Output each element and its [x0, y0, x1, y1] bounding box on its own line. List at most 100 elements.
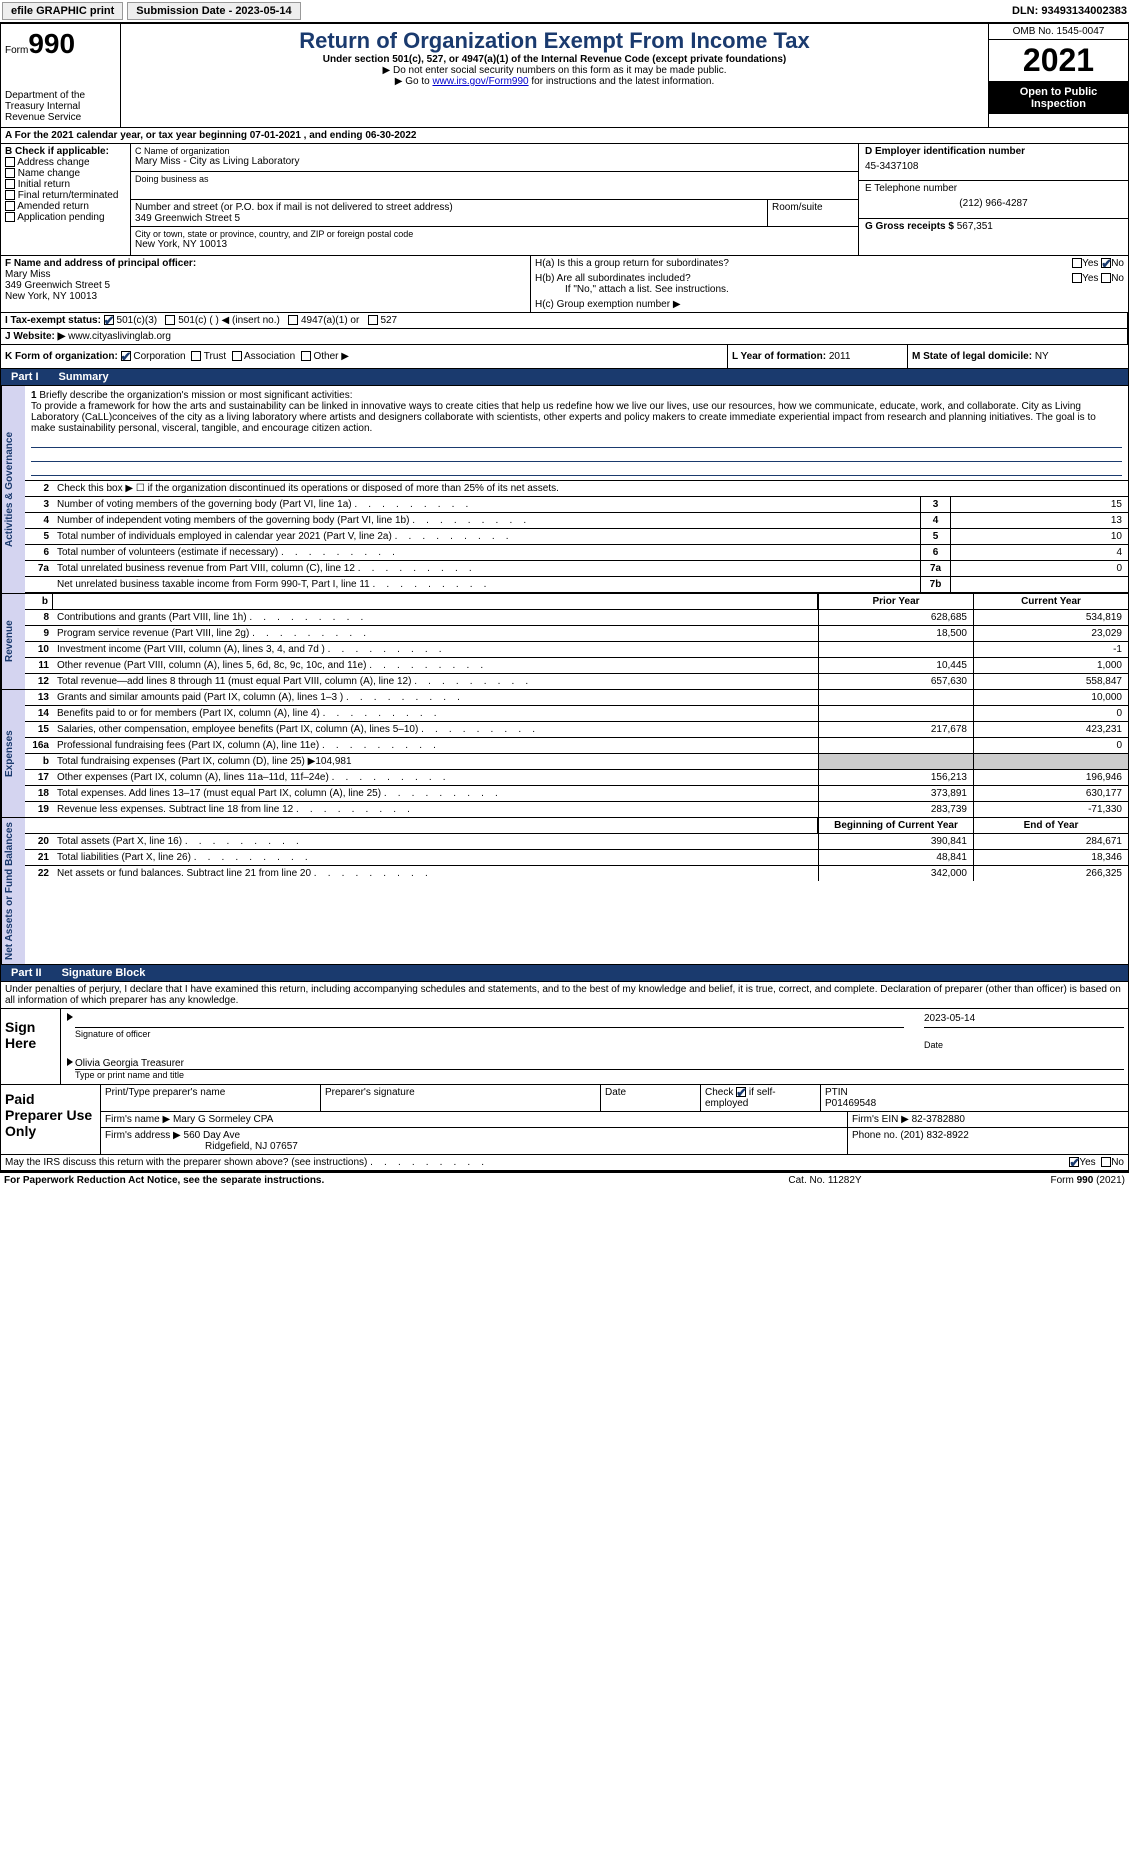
- col-b: B Check if applicable: Address change Na…: [1, 144, 131, 255]
- part1-no: Part I: [1, 369, 49, 385]
- city-cell: City or town, state or province, country…: [131, 227, 858, 255]
- ssn-warning: ▶ Do not enter social security numbers o…: [125, 65, 984, 76]
- expense-row: 13Grants and similar amounts paid (Part …: [25, 690, 1128, 706]
- sign-here-label: Sign Here: [1, 1009, 61, 1084]
- row-k: K Form of organization: Corporation Trus…: [0, 345, 1129, 369]
- revenue-section: Revenue b Prior Year Current Year 8Contr…: [0, 594, 1129, 690]
- expense-row: 19Revenue less expenses. Subtract line 1…: [25, 802, 1128, 817]
- firm-addr1: 560 Day Ave: [184, 1130, 241, 1141]
- efile-print-btn[interactable]: efile GRAPHIC print: [2, 2, 123, 20]
- firm-name: Mary G Sormeley CPA: [173, 1114, 273, 1125]
- tax-year: 2021: [989, 40, 1128, 82]
- expense-row: 18Total expenses. Add lines 13–17 (must …: [25, 786, 1128, 802]
- officer-addr1: 349 Greenwich Street 5: [5, 280, 526, 291]
- chk-527[interactable]: [368, 315, 378, 325]
- ha-yes[interactable]: [1072, 258, 1082, 268]
- form-header-right: OMB No. 1545-0047 2021 Open to Public In…: [988, 24, 1128, 127]
- gross-receipts: 567,351: [957, 221, 993, 232]
- row-i: I Tax-exempt status: 501(c)(3) 501(c) ( …: [0, 313, 1129, 329]
- inspection-label: Open to Public Inspection: [989, 82, 1128, 114]
- summary-governance: Activities & Governance 1 Briefly descri…: [0, 386, 1129, 594]
- footer: For Paperwork Reduction Act Notice, see …: [0, 1171, 1129, 1188]
- expense-row: 14Benefits paid to or for members (Part …: [25, 706, 1128, 722]
- chk-trust[interactable]: [191, 351, 201, 361]
- col-c: C Name of organization Mary Miss - City …: [131, 144, 858, 255]
- discuss-yes[interactable]: [1069, 1157, 1079, 1167]
- pp-addr-row: Firm's address ▶ 560 Day Ave Ridgefield,…: [101, 1128, 1128, 1154]
- part2-no: Part II: [1, 965, 52, 981]
- form-number: 990: [28, 28, 75, 59]
- officer-addr2: New York, NY 10013: [5, 291, 526, 302]
- top-bar: efile GRAPHIC print Submission Date - 20…: [0, 0, 1129, 23]
- lower-header: F Name and address of principal officer:…: [0, 256, 1129, 313]
- form-header-left: Form990 Department of the Treasury Inter…: [1, 24, 121, 127]
- hb-no[interactable]: [1101, 273, 1111, 283]
- paid-preparer-block: Paid Preparer Use Only Print/Type prepar…: [0, 1085, 1129, 1155]
- officer-typed-name: Olivia Georgia Treasurer: [75, 1058, 1124, 1069]
- chk-name[interactable]: Name change: [5, 168, 126, 179]
- dln: DLN: 93493134002383: [1012, 5, 1127, 17]
- pp-firm-row: Firm's name ▶ Mary G Sormeley CPA Firm's…: [101, 1112, 1128, 1128]
- section-h: H(a) Is this a group return for subordin…: [531, 256, 1128, 312]
- hb-yes[interactable]: [1072, 273, 1082, 283]
- firm-phone: (201) 832-8922: [900, 1130, 968, 1141]
- submission-date: Submission Date - 2023-05-14: [127, 2, 300, 20]
- discuss-row: May the IRS discuss this return with the…: [0, 1155, 1129, 1171]
- form-subtitle: Under section 501(c), 527, or 4947(a)(1)…: [125, 54, 984, 65]
- chk-amended[interactable]: Amended return: [5, 201, 126, 212]
- revenue-row: 10Investment income (Part VIII, column (…: [25, 642, 1128, 658]
- form-header: Form990 Department of the Treasury Inter…: [0, 23, 1129, 128]
- revenue-row: 8Contributions and grants (Part VIII, li…: [25, 610, 1128, 626]
- header-grid: B Check if applicable: Address change Na…: [0, 144, 1129, 256]
- cat-no: Cat. No. 11282Y: [725, 1175, 925, 1186]
- org-name: Mary Miss - City as Living Laboratory: [135, 156, 854, 167]
- ha-row: H(a) Is this a group return for subordin…: [531, 256, 1128, 271]
- irs-link[interactable]: www.irs.gov/Form990: [432, 76, 528, 87]
- paperwork-notice: For Paperwork Reduction Act Notice, see …: [4, 1175, 725, 1186]
- end-year-header: End of Year: [973, 818, 1128, 833]
- section-a: A For the 2021 calendar year, or tax yea…: [0, 128, 1129, 144]
- gov-row: Net unrelated business taxable income fr…: [25, 577, 1128, 593]
- form-label: Form: [5, 45, 28, 56]
- chk-address[interactable]: Address change: [5, 157, 126, 168]
- gov-row: 7aTotal unrelated business revenue from …: [25, 561, 1128, 577]
- expense-row: 15Salaries, other compensation, employee…: [25, 722, 1128, 738]
- part1-title: Summary: [49, 369, 119, 385]
- sig-date: 2023-05-14Date: [924, 1027, 1124, 1050]
- vtab-governance: Activities & Governance: [1, 386, 25, 593]
- arrow-icon: [67, 1013, 73, 1021]
- vtab-revenue: Revenue: [1, 594, 25, 689]
- netasset-row: 20Total assets (Part X, line 16)390,8412…: [25, 834, 1128, 850]
- city: New York, NY 10013: [135, 239, 854, 250]
- gov-row: 4Number of independent voting members of…: [25, 513, 1128, 529]
- part2-header: Part II Signature Block: [0, 965, 1129, 982]
- arrow-icon: [67, 1058, 73, 1066]
- discuss-no[interactable]: [1101, 1157, 1111, 1167]
- chk-pending[interactable]: Application pending: [5, 212, 126, 223]
- hc-row: H(c) Group exemption number ▶: [531, 297, 1128, 312]
- gov-row: 6Total number of volunteers (estimate if…: [25, 545, 1128, 561]
- chk-501c[interactable]: [165, 315, 175, 325]
- chk-corp[interactable]: [121, 351, 131, 361]
- begin-year-header: Beginning of Current Year: [818, 818, 973, 833]
- chk-other[interactable]: [301, 351, 311, 361]
- vtab-expenses: Expenses: [1, 690, 25, 817]
- part1-header: Part I Summary: [0, 369, 1129, 386]
- state-domicile: NY: [1035, 351, 1049, 362]
- chk-initial[interactable]: Initial return: [5, 179, 126, 190]
- chk-4947[interactable]: [288, 315, 298, 325]
- mission-text: To provide a framework for how the arts …: [31, 401, 1122, 434]
- chk-501c3[interactable]: [104, 315, 114, 325]
- gov-row: 5Total number of individuals employed in…: [25, 529, 1128, 545]
- telephone: (212) 966-4287: [865, 198, 1122, 209]
- goto-line: ▶ Go to www.irs.gov/Form990 for instruct…: [125, 76, 984, 87]
- firm-ein: 82-3782880: [912, 1114, 965, 1125]
- self-employed-chk[interactable]: Check if self-employed: [701, 1085, 821, 1111]
- form-header-center: Return of Organization Exempt From Incom…: [121, 24, 988, 127]
- gov-row: 3Number of voting members of the governi…: [25, 497, 1128, 513]
- omb-number: OMB No. 1545-0047: [989, 24, 1128, 40]
- chk-final[interactable]: Final return/terminated: [5, 190, 126, 201]
- ha-no[interactable]: [1101, 258, 1111, 268]
- expense-row: 16aProfessional fundraising fees (Part I…: [25, 738, 1128, 754]
- chk-assoc[interactable]: [232, 351, 242, 361]
